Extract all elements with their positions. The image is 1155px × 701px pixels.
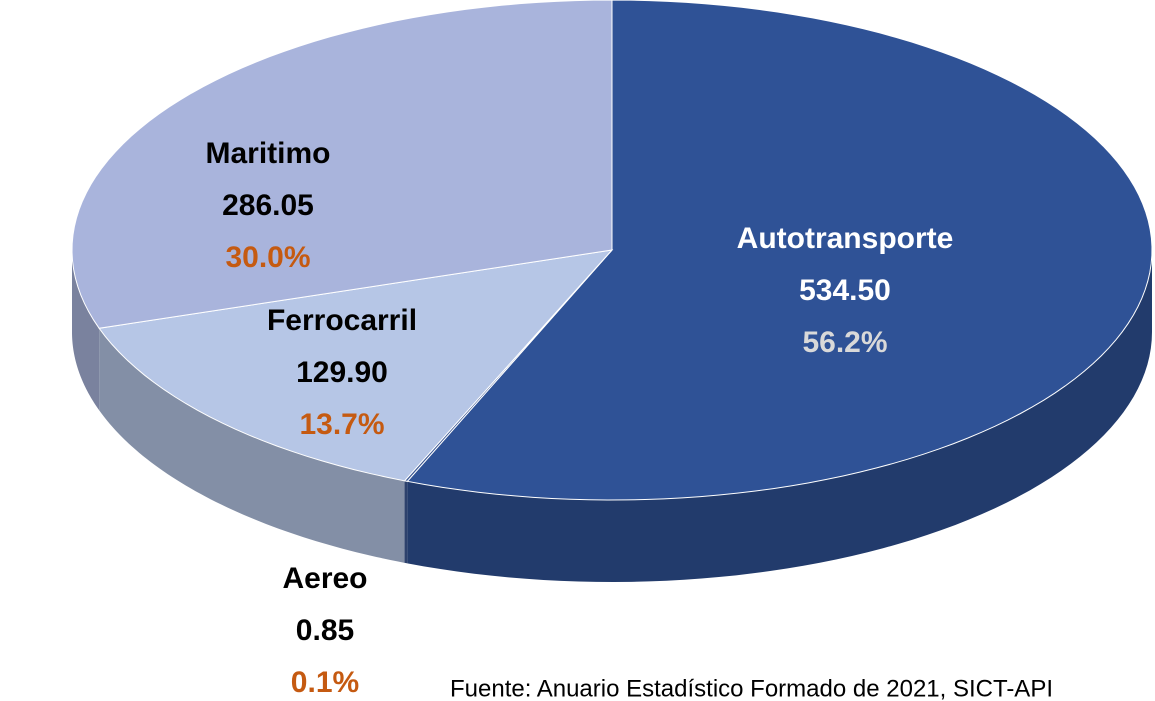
slice-side xyxy=(407,250,1153,582)
labels: Autotransporte 534.50 56.2% Aereo 0.85 0.1% Fe… xyxy=(205,137,953,699)
value-label: 129.90 xyxy=(296,356,388,389)
category-label: Maritimo xyxy=(205,137,330,170)
percentage-label: 0.1% xyxy=(291,666,359,699)
value-label: 534.50 xyxy=(799,274,891,307)
percentage-label: 30.0% xyxy=(225,241,310,274)
value-label: 286.05 xyxy=(222,189,314,222)
percentage-label: 56.2% xyxy=(802,326,887,359)
pie-tops xyxy=(71,0,1153,501)
category-label: Ferrocarril xyxy=(267,304,417,337)
category-label: Aereo xyxy=(282,562,367,595)
value-label: 0.85 xyxy=(296,614,354,647)
slice-side xyxy=(404,480,408,564)
pie-slice xyxy=(406,0,1153,501)
percentage-label: 13.7% xyxy=(299,408,384,441)
pie-slice xyxy=(98,249,614,482)
category-label: Autotransporte xyxy=(737,222,954,255)
slice-side xyxy=(99,328,405,563)
source-note: Fuente: Anuario Estadístico Formado de 2… xyxy=(450,675,1053,701)
pie-slice xyxy=(71,0,613,329)
